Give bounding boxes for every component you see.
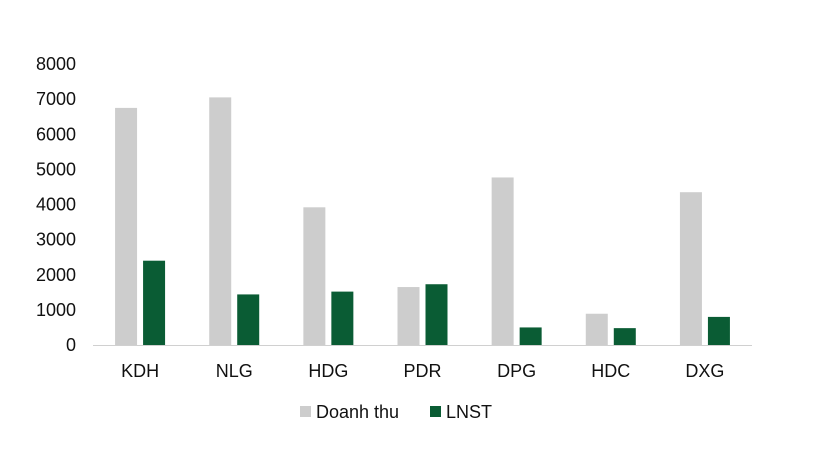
bar-doanh-thu-hdg xyxy=(303,207,326,345)
y-axis-ticks: 0 1000 2000 3000 4000 5000 6000 7000 8000 xyxy=(36,54,76,355)
bar-doanh-thu-hdc xyxy=(585,313,608,345)
bar-lnst-pdr xyxy=(425,284,448,345)
bar-lnst-hdc xyxy=(613,328,636,345)
bars-group xyxy=(115,97,730,346)
legend-swatch-doanh-thu xyxy=(300,406,311,417)
x-tick-label: PDR xyxy=(403,361,441,381)
legend-label-doanh-thu: Doanh thu xyxy=(316,402,399,422)
bar-lnst-nlg xyxy=(237,294,260,345)
bar-doanh-thu-dxg xyxy=(679,192,702,345)
x-axis-ticks: KDH NLG HDG PDR DPG HDC DXG xyxy=(121,361,724,381)
x-tick-label: DXG xyxy=(685,361,724,381)
bar-doanh-thu-pdr xyxy=(397,287,420,345)
legend: Doanh thu LNST xyxy=(300,402,492,422)
y-tick-label: 1000 xyxy=(36,300,76,320)
x-tick-label: DPG xyxy=(497,361,536,381)
bar-lnst-dxg xyxy=(707,316,730,345)
y-tick-label: 0 xyxy=(66,335,76,355)
y-tick-label: 6000 xyxy=(36,124,76,144)
y-tick-label: 7000 xyxy=(36,89,76,109)
y-tick-label: 4000 xyxy=(36,195,76,215)
y-tick-label: 8000 xyxy=(36,54,76,74)
bar-lnst-hdg xyxy=(331,291,354,345)
bar-doanh-thu-kdh xyxy=(115,107,138,345)
bar-doanh-thu-dpg xyxy=(491,177,514,345)
bar-doanh-thu-nlg xyxy=(209,97,232,346)
x-tick-label: NLG xyxy=(216,361,253,381)
y-tick-label: 2000 xyxy=(36,265,76,285)
x-tick-label: HDG xyxy=(308,361,348,381)
y-tick-label: 3000 xyxy=(36,230,76,250)
y-tick-label: 5000 xyxy=(36,159,76,179)
legend-label-lnst: LNST xyxy=(446,402,492,422)
x-tick-label: KDH xyxy=(121,361,159,381)
x-tick-label: HDC xyxy=(591,361,630,381)
legend-swatch-lnst xyxy=(430,406,441,417)
bar-lnst-kdh xyxy=(143,260,166,345)
bar-lnst-dpg xyxy=(519,327,542,345)
